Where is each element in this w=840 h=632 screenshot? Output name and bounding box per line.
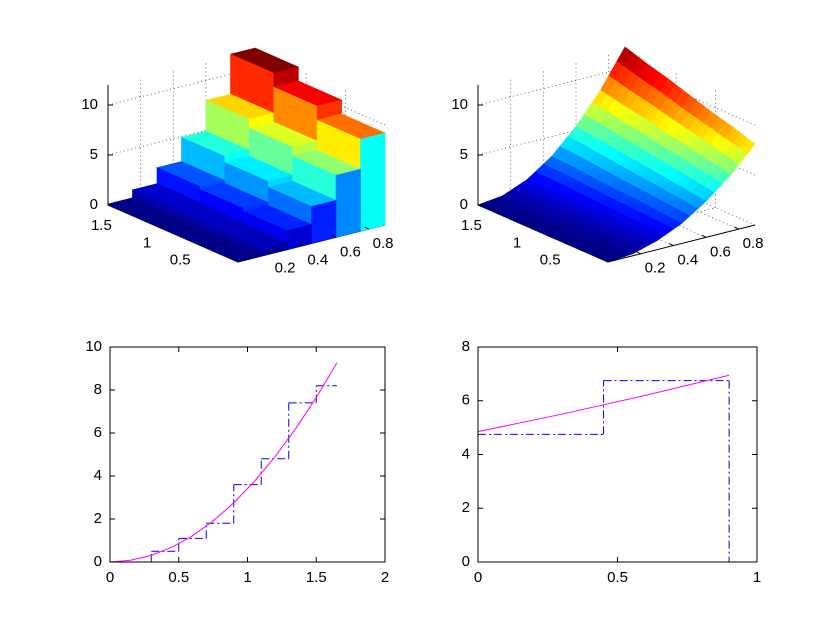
y-tick-label: 8 (94, 381, 102, 398)
x-tick-label: 0.5 (607, 569, 628, 586)
z-tick-label: 0 (460, 196, 468, 213)
x-tick-label: 1.5 (306, 569, 327, 586)
y-tick-label: 6 (94, 424, 102, 441)
y-tick-label: 1.5 (461, 217, 482, 234)
x-tick-label: 0 (106, 569, 114, 586)
x-tick-label: 0.4 (677, 252, 698, 269)
x-tick-label: 2 (381, 569, 389, 586)
y-tick (529, 225, 535, 228)
y-tick-label: 0.5 (540, 252, 561, 269)
surface-plot: 0 5 10 0.5 1 1.5 0.2 0.4 0.6 0.8 (81, 47, 394, 277)
x-tick (331, 234, 337, 238)
y-tick-label: 4 (94, 467, 102, 484)
x-tick-label: 0.2 (275, 260, 296, 277)
y-tick-label: 2 (94, 510, 102, 527)
x-tick (669, 243, 674, 247)
surface-patch (237, 254, 263, 263)
x-tick-label: 0.5 (168, 569, 189, 586)
line-plot: 0 0.5 1 0 2 4 6 8 (462, 338, 762, 586)
y-tick (568, 243, 574, 246)
y-tick-label: 4 (462, 445, 470, 462)
x-tick (701, 234, 707, 238)
surface-plot: 0 5 10 0.5 1 1.5 0.2 0.4 0.6 0.8 (451, 46, 764, 277)
surface-patch (335, 168, 361, 238)
surface-patch (311, 199, 337, 244)
x-tick (299, 243, 304, 247)
surface-patch (360, 132, 386, 232)
y-tick-label: 10 (85, 338, 102, 355)
z-tick-label: 10 (81, 96, 98, 113)
line-plot: 0 0.5 1 1.5 2 0 2 4 6 8 10 (85, 338, 389, 586)
y-tick-label: 6 (462, 392, 470, 409)
y-tick-label: 8 (462, 338, 470, 355)
x-tick-label: 0.2 (645, 260, 666, 277)
x-tick (266, 251, 271, 255)
surface-patch (599, 255, 618, 263)
y-tick-label: 1.5 (91, 217, 112, 234)
line-series (477, 374, 730, 433)
x-tick-label: 0.6 (710, 243, 731, 260)
y-tick-label: 2 (462, 499, 470, 516)
z-tick-label: 10 (451, 96, 468, 113)
x-tick-label: 0.6 (340, 243, 361, 260)
x-tick-label: 0 (474, 569, 482, 586)
y-tick (119, 208, 125, 211)
y-tick-label: 0.5 (170, 252, 191, 269)
x-tick-label: 0.8 (373, 235, 394, 252)
x-tick-label: 1 (753, 569, 761, 586)
x-axis (607, 224, 756, 263)
z-tick-label: 5 (90, 146, 98, 163)
z-tick-label: 5 (460, 146, 468, 163)
y-tick-label: 0 (94, 553, 102, 570)
y-tick (489, 208, 495, 211)
x-tick-label: 0.4 (307, 252, 328, 269)
plot-area (110, 347, 385, 562)
x-tick-label: 1 (243, 569, 251, 586)
y-tick-label: 0 (462, 553, 470, 570)
z-tick-label: 0 (90, 196, 98, 213)
x-tick (364, 226, 369, 230)
x-tick (734, 226, 739, 230)
line-series (109, 362, 338, 563)
y-tick (159, 225, 165, 228)
x-tick (636, 251, 641, 255)
y-tick (198, 243, 204, 246)
plot-area (478, 347, 757, 562)
y-tick-label: 1 (143, 234, 151, 251)
y-tick-label: 1 (513, 234, 521, 251)
x-tick-label: 0.8 (743, 235, 764, 252)
